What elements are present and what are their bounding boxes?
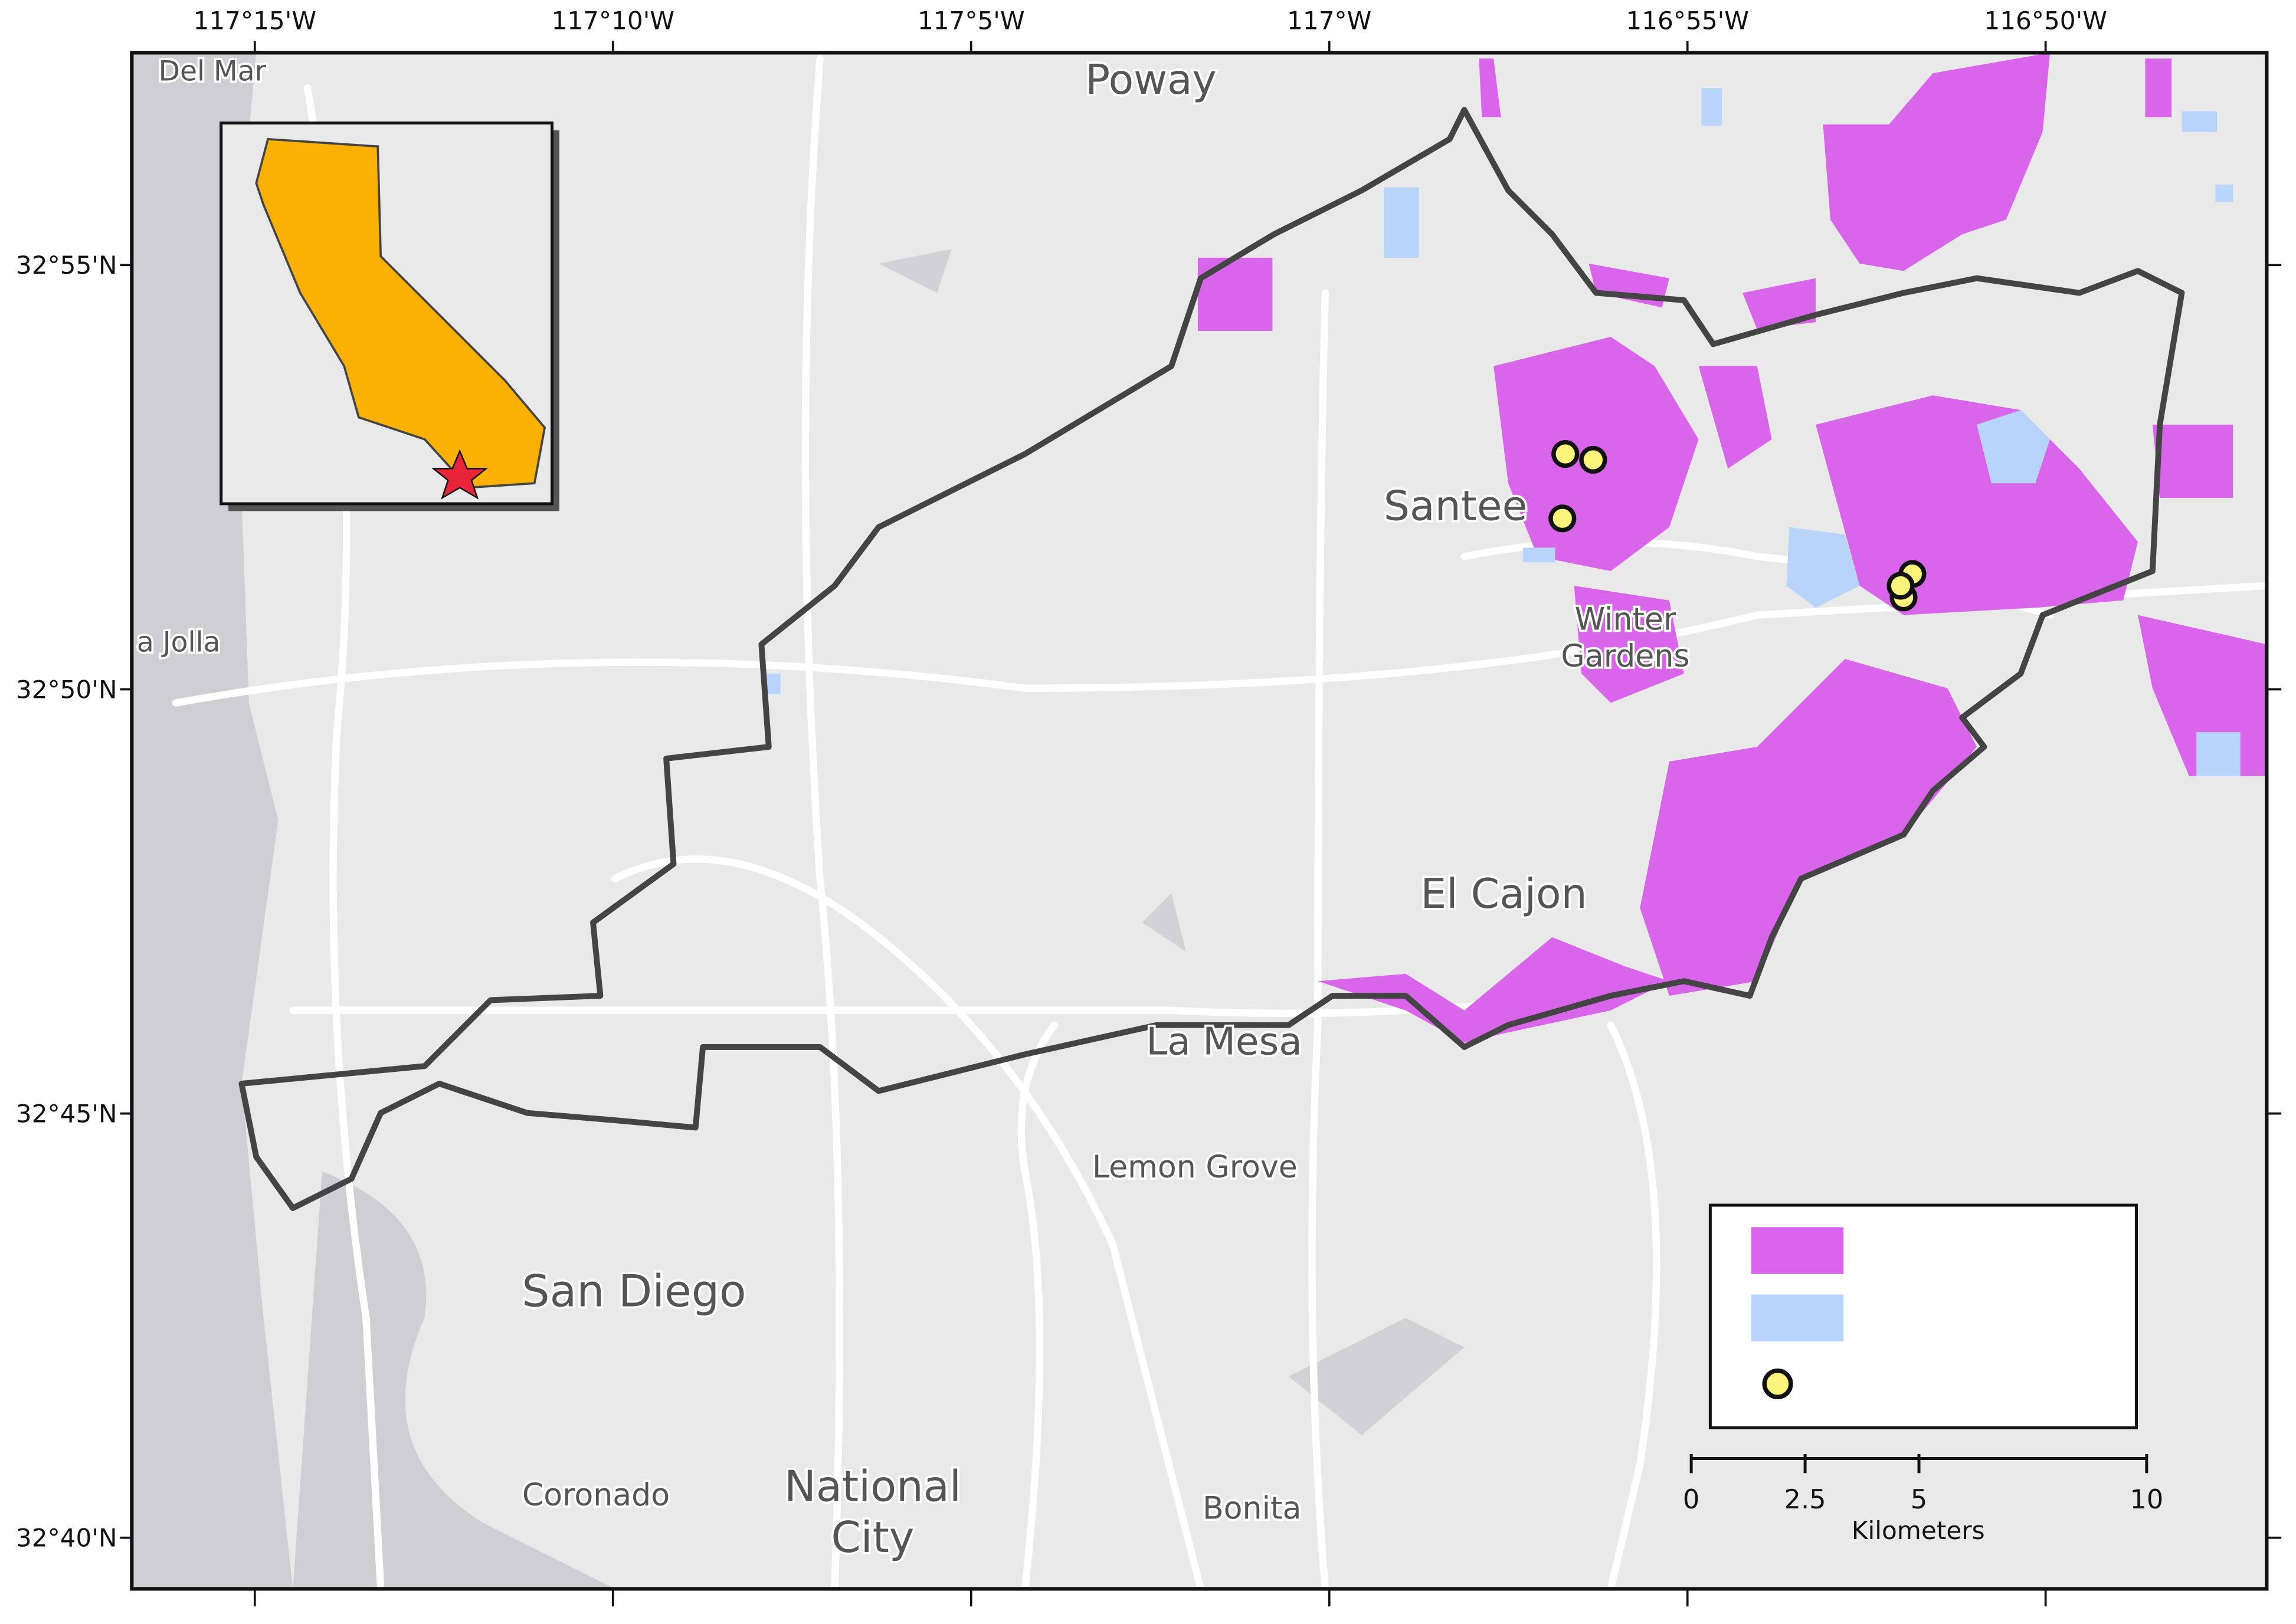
place-label: Del Mar [159,55,267,88]
place-label: Santee [1384,482,1527,530]
scale-label: 2.5 [1784,1484,1826,1515]
place-label: Coronado [522,1478,670,1513]
watershed-boundary [238,107,2185,1211]
map-frame [130,51,2269,1591]
scale-unit: Kilometers [1852,1516,1985,1545]
place-label: San Diego [522,1265,746,1317]
place-label: El Cajon [1420,870,1587,918]
longitude-label: 117°15'W [193,6,316,35]
place-label: Gardens [1561,639,1689,674]
longitude-label: 116°50'W [1984,6,2107,35]
longitude-label: 117°10'W [551,6,674,35]
place-label: Poway [1085,56,1216,104]
longitude-label: 116°55'W [1626,6,1749,35]
place-label: a Jolla [137,626,221,659]
scale-label: 10 [2130,1484,2163,1515]
septic-known-areas [765,87,2241,776]
latitude-label: 32°55'N [16,251,117,280]
latitude-label: 32°40'N [16,1524,117,1553]
longitude-label: 117°5'W [918,6,1025,35]
scale-label: 5 [1911,1484,1927,1515]
inset-map [220,122,559,511]
latitude-label: 32°50'N [16,675,117,704]
place-label: Lemon Grove [1092,1150,1298,1185]
legend [1708,1203,2138,1429]
place-label: La Mesa [1146,1019,1302,1064]
place-label: Winter [1575,602,1676,637]
place-label: National [784,1461,961,1511]
longitude-label: 117°W [1287,6,1371,35]
latitude-label: 32°45'N [16,1100,117,1128]
place-label: City [831,1513,914,1562]
place-label: Bonita [1203,1491,1301,1526]
sample-sites [1548,439,1927,612]
scale-label: 0 [1683,1484,1699,1515]
